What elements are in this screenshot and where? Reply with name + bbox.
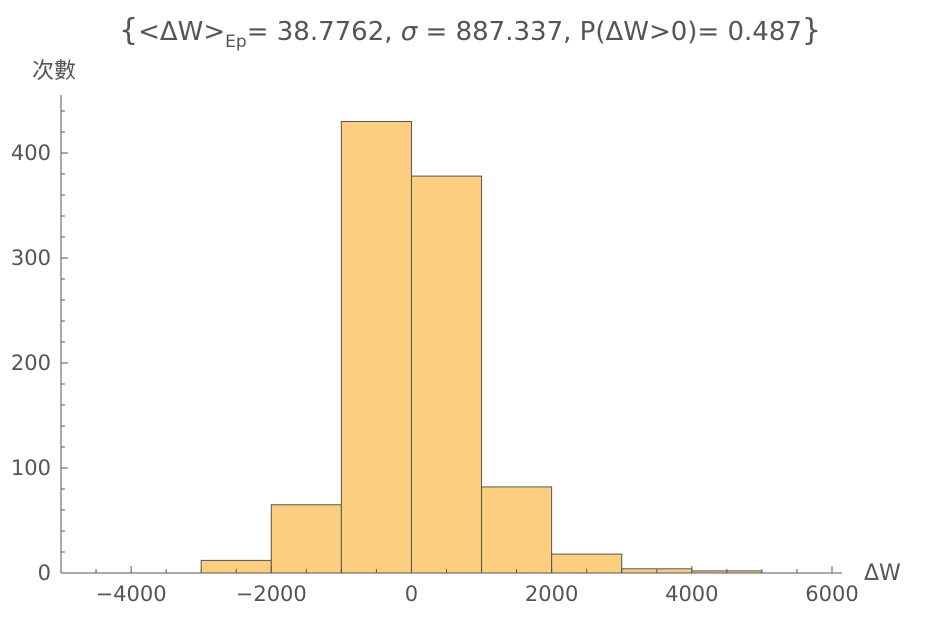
x-tick-label: −2000 <box>236 582 307 606</box>
chart-title: {<ΔW>Ep= 38.7762, σ = 887.337, P(ΔW>0)= … <box>119 13 821 52</box>
y-axis-label: 次數 <box>32 59 76 84</box>
histogram-bar-3 <box>410 175 483 574</box>
histogram-bar-2 <box>340 121 412 574</box>
y-tick-label: 0 <box>38 561 51 585</box>
bars-group <box>200 121 763 574</box>
x-tick-label: 0 <box>405 582 418 606</box>
y-tick-label: 400 <box>11 141 51 165</box>
x-axis-label: ΔW <box>864 561 901 586</box>
x-tick-label: 2000 <box>525 582 578 606</box>
axes-group: −4000 −2000 0 2000 4000 6000 0 100 200 300 400 <box>11 95 859 606</box>
title-brace-close: } <box>802 13 821 48</box>
y-tick-label: 100 <box>11 456 51 480</box>
y-tick-label: 200 <box>11 351 51 375</box>
x-tick-label: 4000 <box>665 582 718 606</box>
title-mean-value: = 38.7762, <box>247 17 401 47</box>
title-stats: = 887.337, P(ΔW>0)= 0.487 <box>417 17 802 47</box>
y-tick-label: 300 <box>11 246 51 270</box>
title-brace-open: { <box>119 13 138 48</box>
histogram-bar-1 <box>270 504 342 574</box>
x-tick-label: 6000 <box>805 582 858 606</box>
histogram-bar-4 <box>481 486 553 574</box>
title-mean-symbol: <ΔW> <box>138 17 225 47</box>
x-tick-label: −4000 <box>96 582 167 606</box>
title-sigma-symbol: σ <box>401 17 419 47</box>
title-subscript: Ep <box>225 32 247 52</box>
